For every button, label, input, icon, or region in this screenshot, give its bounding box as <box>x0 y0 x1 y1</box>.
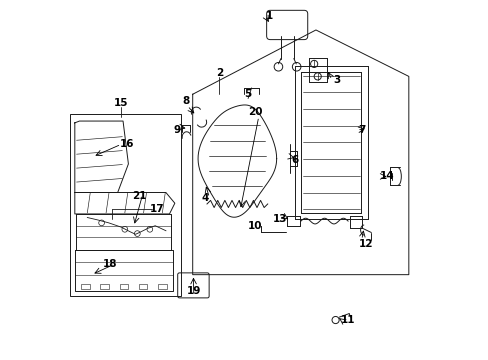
Bar <box>100 284 109 289</box>
Text: 7: 7 <box>358 125 366 135</box>
Text: 15: 15 <box>114 98 128 108</box>
Bar <box>139 284 147 289</box>
Text: 6: 6 <box>290 156 298 165</box>
Text: 14: 14 <box>379 171 394 181</box>
Text: 11: 11 <box>340 315 355 325</box>
Text: 8: 8 <box>182 96 189 107</box>
Text: 10: 10 <box>247 221 262 231</box>
Text: 4: 4 <box>201 193 208 203</box>
Bar <box>70 114 181 296</box>
Text: 13: 13 <box>272 214 287 224</box>
Text: 17: 17 <box>149 203 164 213</box>
Text: 19: 19 <box>187 287 201 296</box>
Bar <box>120 284 128 289</box>
Text: 20: 20 <box>247 107 262 117</box>
Text: 2: 2 <box>215 68 223 78</box>
Text: 1: 1 <box>265 11 273 21</box>
Bar <box>81 284 90 289</box>
Text: 12: 12 <box>358 239 372 249</box>
Text: 5: 5 <box>244 89 251 99</box>
Text: 16: 16 <box>119 139 134 149</box>
Text: 21: 21 <box>132 191 146 201</box>
Bar <box>158 284 166 289</box>
Text: 18: 18 <box>103 259 118 269</box>
Text: 9: 9 <box>173 125 180 135</box>
Text: 3: 3 <box>333 75 340 85</box>
